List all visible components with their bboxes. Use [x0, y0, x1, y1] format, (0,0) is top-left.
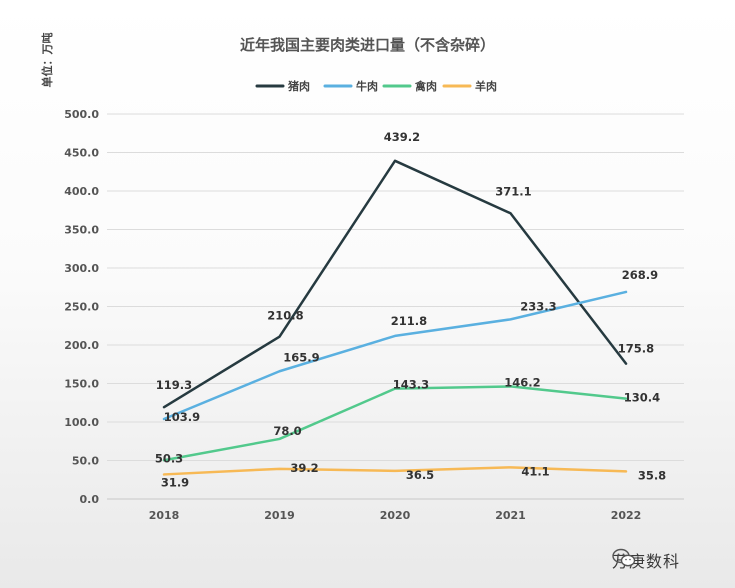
x-axis-ticks: 2018 2019 2020 2021 2022 [149, 509, 642, 522]
series-lines [162, 159, 628, 476]
grid-lines [107, 113, 684, 500]
y-tick-label: 450.0 [64, 147, 99, 160]
data-label: 371.1 [495, 184, 531, 198]
data-label: 119.3 [156, 378, 192, 392]
data-labels: 119.3 210.8 439.2 371.1 175.8 103.9 165.9 211.8… [155, 130, 666, 490]
y-tick-label: 300.0 [64, 262, 99, 275]
x-tick-label: 2020 [380, 509, 411, 522]
x-tick-label: 2018 [149, 509, 180, 522]
y-axis-ticks: 0.0 50.0 100.0 150.0 200.0 250.0 300.0 350.0 400… [64, 108, 99, 506]
data-label: 50.3 [155, 451, 183, 465]
data-label: 233.3 [520, 299, 556, 313]
series-line [162, 466, 628, 476]
legend-label: 牛肉 [356, 79, 378, 93]
y-tick-label: 400.0 [64, 185, 99, 198]
y-tick-label: 200.0 [64, 339, 99, 352]
data-label: 175.8 [618, 342, 654, 356]
data-label: 31.9 [161, 475, 189, 489]
data-label: 130.4 [624, 391, 660, 405]
y-tick-label: 50.0 [72, 455, 99, 468]
watermark: 万庚数科 [612, 548, 680, 572]
data-label: 35.8 [638, 468, 666, 482]
data-label: 439.2 [384, 130, 420, 144]
y-tick-label: 150.0 [64, 378, 99, 391]
data-label: 165.9 [283, 350, 319, 364]
wechat-icon [612, 548, 636, 567]
y-tick-label: 250.0 [64, 301, 99, 314]
series-line [162, 159, 628, 409]
series-line [162, 385, 628, 462]
data-label: 39.2 [290, 461, 318, 475]
legend-label: 羊肉 [475, 79, 497, 93]
chart-title: 近年我国主要肉类进口量（不含杂碎） [239, 36, 495, 54]
series-line [162, 290, 628, 421]
data-label: 210.8 [267, 309, 303, 323]
legend-label: 猪肉 [287, 79, 310, 93]
data-label: 211.8 [391, 314, 427, 328]
x-tick-label: 2021 [495, 509, 526, 522]
chart-legend: 猪肉 牛肉 禽肉 羊肉 [255, 79, 497, 93]
data-label: 146.2 [504, 375, 540, 389]
data-label: 41.1 [521, 464, 549, 478]
data-label: 143.3 [393, 378, 429, 392]
data-label: 103.9 [164, 410, 200, 424]
data-label: 36.5 [406, 468, 434, 482]
y-tick-label: 500.0 [64, 108, 99, 121]
y-tick-label: 0.0 [80, 493, 100, 506]
data-label: 78.0 [273, 424, 301, 438]
x-tick-label: 2022 [611, 509, 642, 522]
y-tick-label: 100.0 [64, 416, 99, 429]
x-tick-label: 2019 [264, 509, 295, 522]
legend-label: 禽肉 [414, 79, 437, 93]
data-label: 268.9 [622, 268, 658, 282]
y-tick-label: 350.0 [64, 224, 99, 237]
